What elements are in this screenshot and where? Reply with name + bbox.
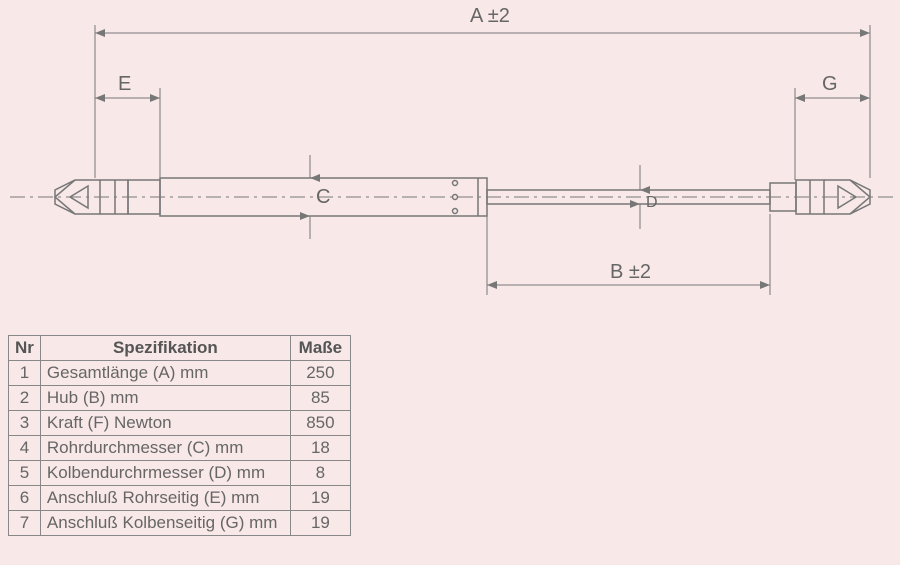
table-row: 5Kolbendurchrmesser (D) mm8 — [9, 461, 351, 486]
cell-nr: 4 — [9, 436, 41, 461]
cell-spec: Kolbendurchrmesser (D) mm — [40, 461, 290, 486]
table-row: 6Anschluß Rohrseitig (E) mm19 — [9, 486, 351, 511]
cell-val: 8 — [290, 461, 350, 486]
table-row: 7Anschluß Kolbenseitig (G) mm19 — [9, 511, 351, 536]
table-row: 3Kraft (F) Newton850 — [9, 411, 351, 436]
dim-label-d: D — [646, 194, 658, 211]
cell-val: 85 — [290, 386, 350, 411]
dim-label-g: G — [822, 73, 838, 95]
cell-spec: Anschluß Kolbenseitig (G) mm — [40, 511, 290, 536]
header-val: Maße — [290, 336, 350, 361]
cell-nr: 6 — [9, 486, 41, 511]
cell-spec: Hub (B) mm — [40, 386, 290, 411]
cell-val: 18 — [290, 436, 350, 461]
cell-val: 19 — [290, 511, 350, 536]
cell-spec: Anschluß Rohrseitig (E) mm — [40, 486, 290, 511]
table-row: 2Hub (B) mm85 — [9, 386, 351, 411]
cell-spec: Rohrdurchmesser (C) mm — [40, 436, 290, 461]
cell-nr: 5 — [9, 461, 41, 486]
dim-label-a: A ±2 — [470, 5, 510, 27]
cell-nr: 3 — [9, 411, 41, 436]
cell-nr: 7 — [9, 511, 41, 536]
header-spec: Spezifikation — [40, 336, 290, 361]
table-header-row: Nr Spezifikation Maße — [9, 336, 351, 361]
dim-label-c: C — [316, 186, 330, 208]
header-nr: Nr — [9, 336, 41, 361]
cell-spec: Kraft (F) Newton — [40, 411, 290, 436]
drawing-svg: A ±2 E G B ±2 C D — [0, 0, 900, 330]
dim-label-e: E — [118, 73, 131, 95]
specification-table: Nr Spezifikation Maße 1Gesamtlänge (A) m… — [8, 335, 351, 536]
cell-nr: 2 — [9, 386, 41, 411]
cell-val: 850 — [290, 411, 350, 436]
cell-nr: 1 — [9, 361, 41, 386]
technical-drawing: A ±2 E G B ±2 C D — [0, 0, 900, 330]
cell-val: 19 — [290, 486, 350, 511]
cell-spec: Gesamtlänge (A) mm — [40, 361, 290, 386]
cell-val: 250 — [290, 361, 350, 386]
table-row: 1Gesamtlänge (A) mm250 — [9, 361, 351, 386]
right-end-fitting — [770, 180, 870, 214]
dim-label-b: B ±2 — [610, 261, 651, 283]
table-row: 4Rohrdurchmesser (C) mm18 — [9, 436, 351, 461]
